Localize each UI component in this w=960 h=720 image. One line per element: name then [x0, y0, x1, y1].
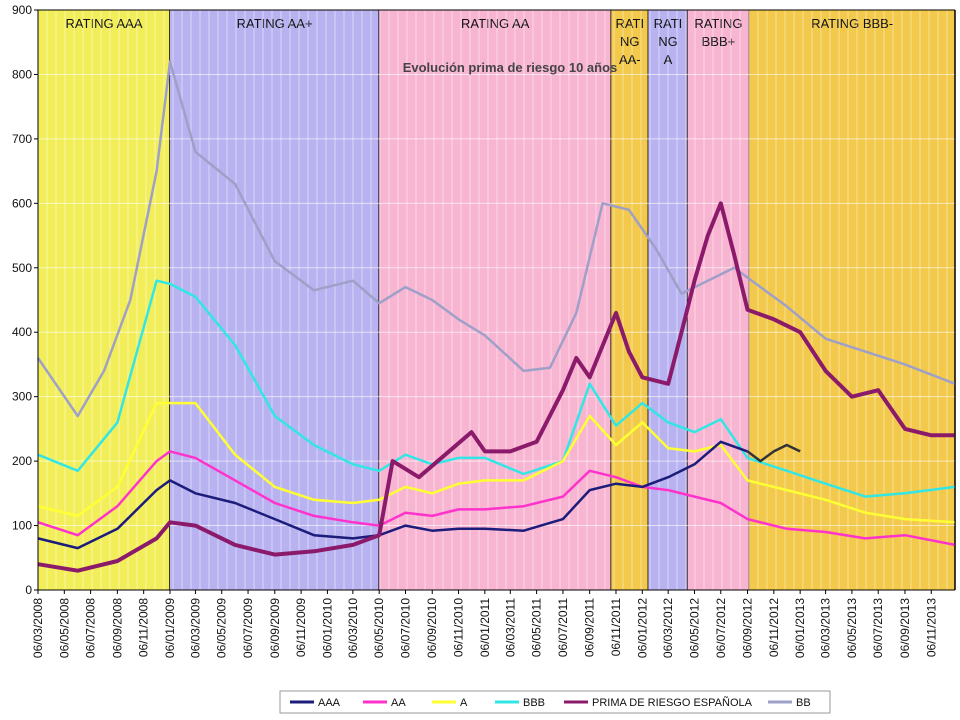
y-tick-label: 600	[12, 196, 32, 210]
rating-band	[611, 10, 649, 590]
x-tick-label: 06/09/2013	[898, 598, 912, 658]
x-tick-label: 06/07/2013	[871, 598, 885, 658]
x-tick-label: 06/03/2012	[661, 598, 675, 658]
x-tick-label: 06/07/2012	[714, 598, 728, 658]
band-label: RATING AA	[461, 16, 530, 31]
x-tick-label: 06/11/2011	[609, 598, 623, 657]
x-tick-label: 06/03/2011	[503, 598, 517, 657]
x-tick-label: 06/09/2011	[583, 598, 597, 657]
y-tick-label: 0	[25, 583, 32, 597]
y-tick-label: 300	[12, 390, 32, 404]
y-tick-label: 500	[12, 261, 32, 275]
y-tick-label: 100	[12, 519, 32, 533]
x-tick-label: 06/11/2012	[767, 598, 781, 657]
x-tick-label: 06/11/2008	[137, 598, 151, 657]
series-line	[37, 201, 955, 573]
x-tick-label: 06/01/2011	[478, 598, 492, 657]
x-tick-label: 06/11/2013	[924, 598, 938, 657]
x-tick-label: 06/07/2011	[556, 598, 570, 657]
legend-label: AA	[391, 697, 406, 709]
series-line	[36, 60, 956, 418]
x-tick-label: 06/03/2009	[188, 598, 202, 658]
legend-label: BB	[796, 697, 811, 709]
band-label: RATING BBB-	[811, 16, 893, 31]
x-tick-label: 06/09/2012	[741, 598, 755, 658]
x-tick-label: 06/01/2010	[320, 598, 334, 658]
series-line	[37, 450, 956, 547]
y-tick-label: 200	[12, 454, 32, 468]
series-line	[746, 443, 801, 463]
y-tick-label: 800	[12, 67, 32, 81]
x-tick-label: 06/05/2013	[845, 598, 859, 658]
y-tick-label: 900	[12, 3, 32, 17]
legend-label: A	[460, 697, 468, 709]
x-tick-label: 06/11/2009	[294, 598, 308, 657]
x-tick-label: 06/05/2009	[215, 598, 229, 658]
band-label: RATI NG AA-	[615, 16, 644, 67]
x-tick-label: 06/03/2008	[31, 598, 45, 658]
x-tick-label: 06/11/2010	[452, 598, 466, 657]
rating-band	[38, 10, 170, 590]
x-tick-label: 06/03/2013	[819, 598, 833, 658]
x-tick-label: 06/07/2008	[84, 598, 98, 658]
x-tick-label: 06/03/2010	[346, 598, 360, 658]
legend-label: AAA	[318, 697, 341, 709]
x-tick-label: 06/01/2013	[793, 598, 807, 658]
x-tick-label: 06/09/2008	[110, 598, 124, 658]
x-tick-label: 06/05/2010	[372, 598, 386, 658]
rating-band	[687, 10, 750, 590]
axes: 0 100 200 300 400 500 600 700 800 900 06/03/2008 06…	[12, 3, 956, 658]
series-line	[37, 401, 956, 524]
x-tick-label: 06/05/2012	[688, 598, 702, 658]
rating-band	[169, 10, 380, 590]
legend-box	[279, 690, 831, 714]
x-tick-label: 06/01/2012	[635, 598, 649, 658]
series-line	[37, 440, 748, 550]
x-tick-label: 06/05/2008	[57, 598, 71, 658]
x-tick-label: 06/09/2010	[425, 598, 439, 658]
band-label: RATING AAA	[65, 16, 142, 31]
x-tick-label: 06/07/2010	[399, 598, 413, 658]
y-tick-label: 400	[12, 325, 32, 339]
x-tick-label: 06/07/2009	[241, 598, 255, 658]
rating-band	[379, 10, 612, 590]
legend-label: BBB	[523, 697, 545, 709]
chart-title: Evolución prima de riesgo 10 años	[403, 60, 618, 75]
band-label: RATING AA+	[237, 16, 313, 31]
legend: AAA AA A BBB PRIMA DE RIESGO ESPAÑOLA BB	[279, 690, 831, 714]
y-tick-label: 700	[12, 132, 32, 146]
x-tick-label: 06/09/2009	[268, 598, 282, 658]
series-lines	[36, 60, 956, 573]
band-label: RATING BBB+	[694, 16, 742, 49]
x-tick-label: 06/05/2011	[530, 598, 544, 657]
legend-label: PRIMA DE RIESGO ESPAÑOLA	[592, 696, 753, 709]
x-tick-label: 06/01/2009	[163, 598, 177, 658]
